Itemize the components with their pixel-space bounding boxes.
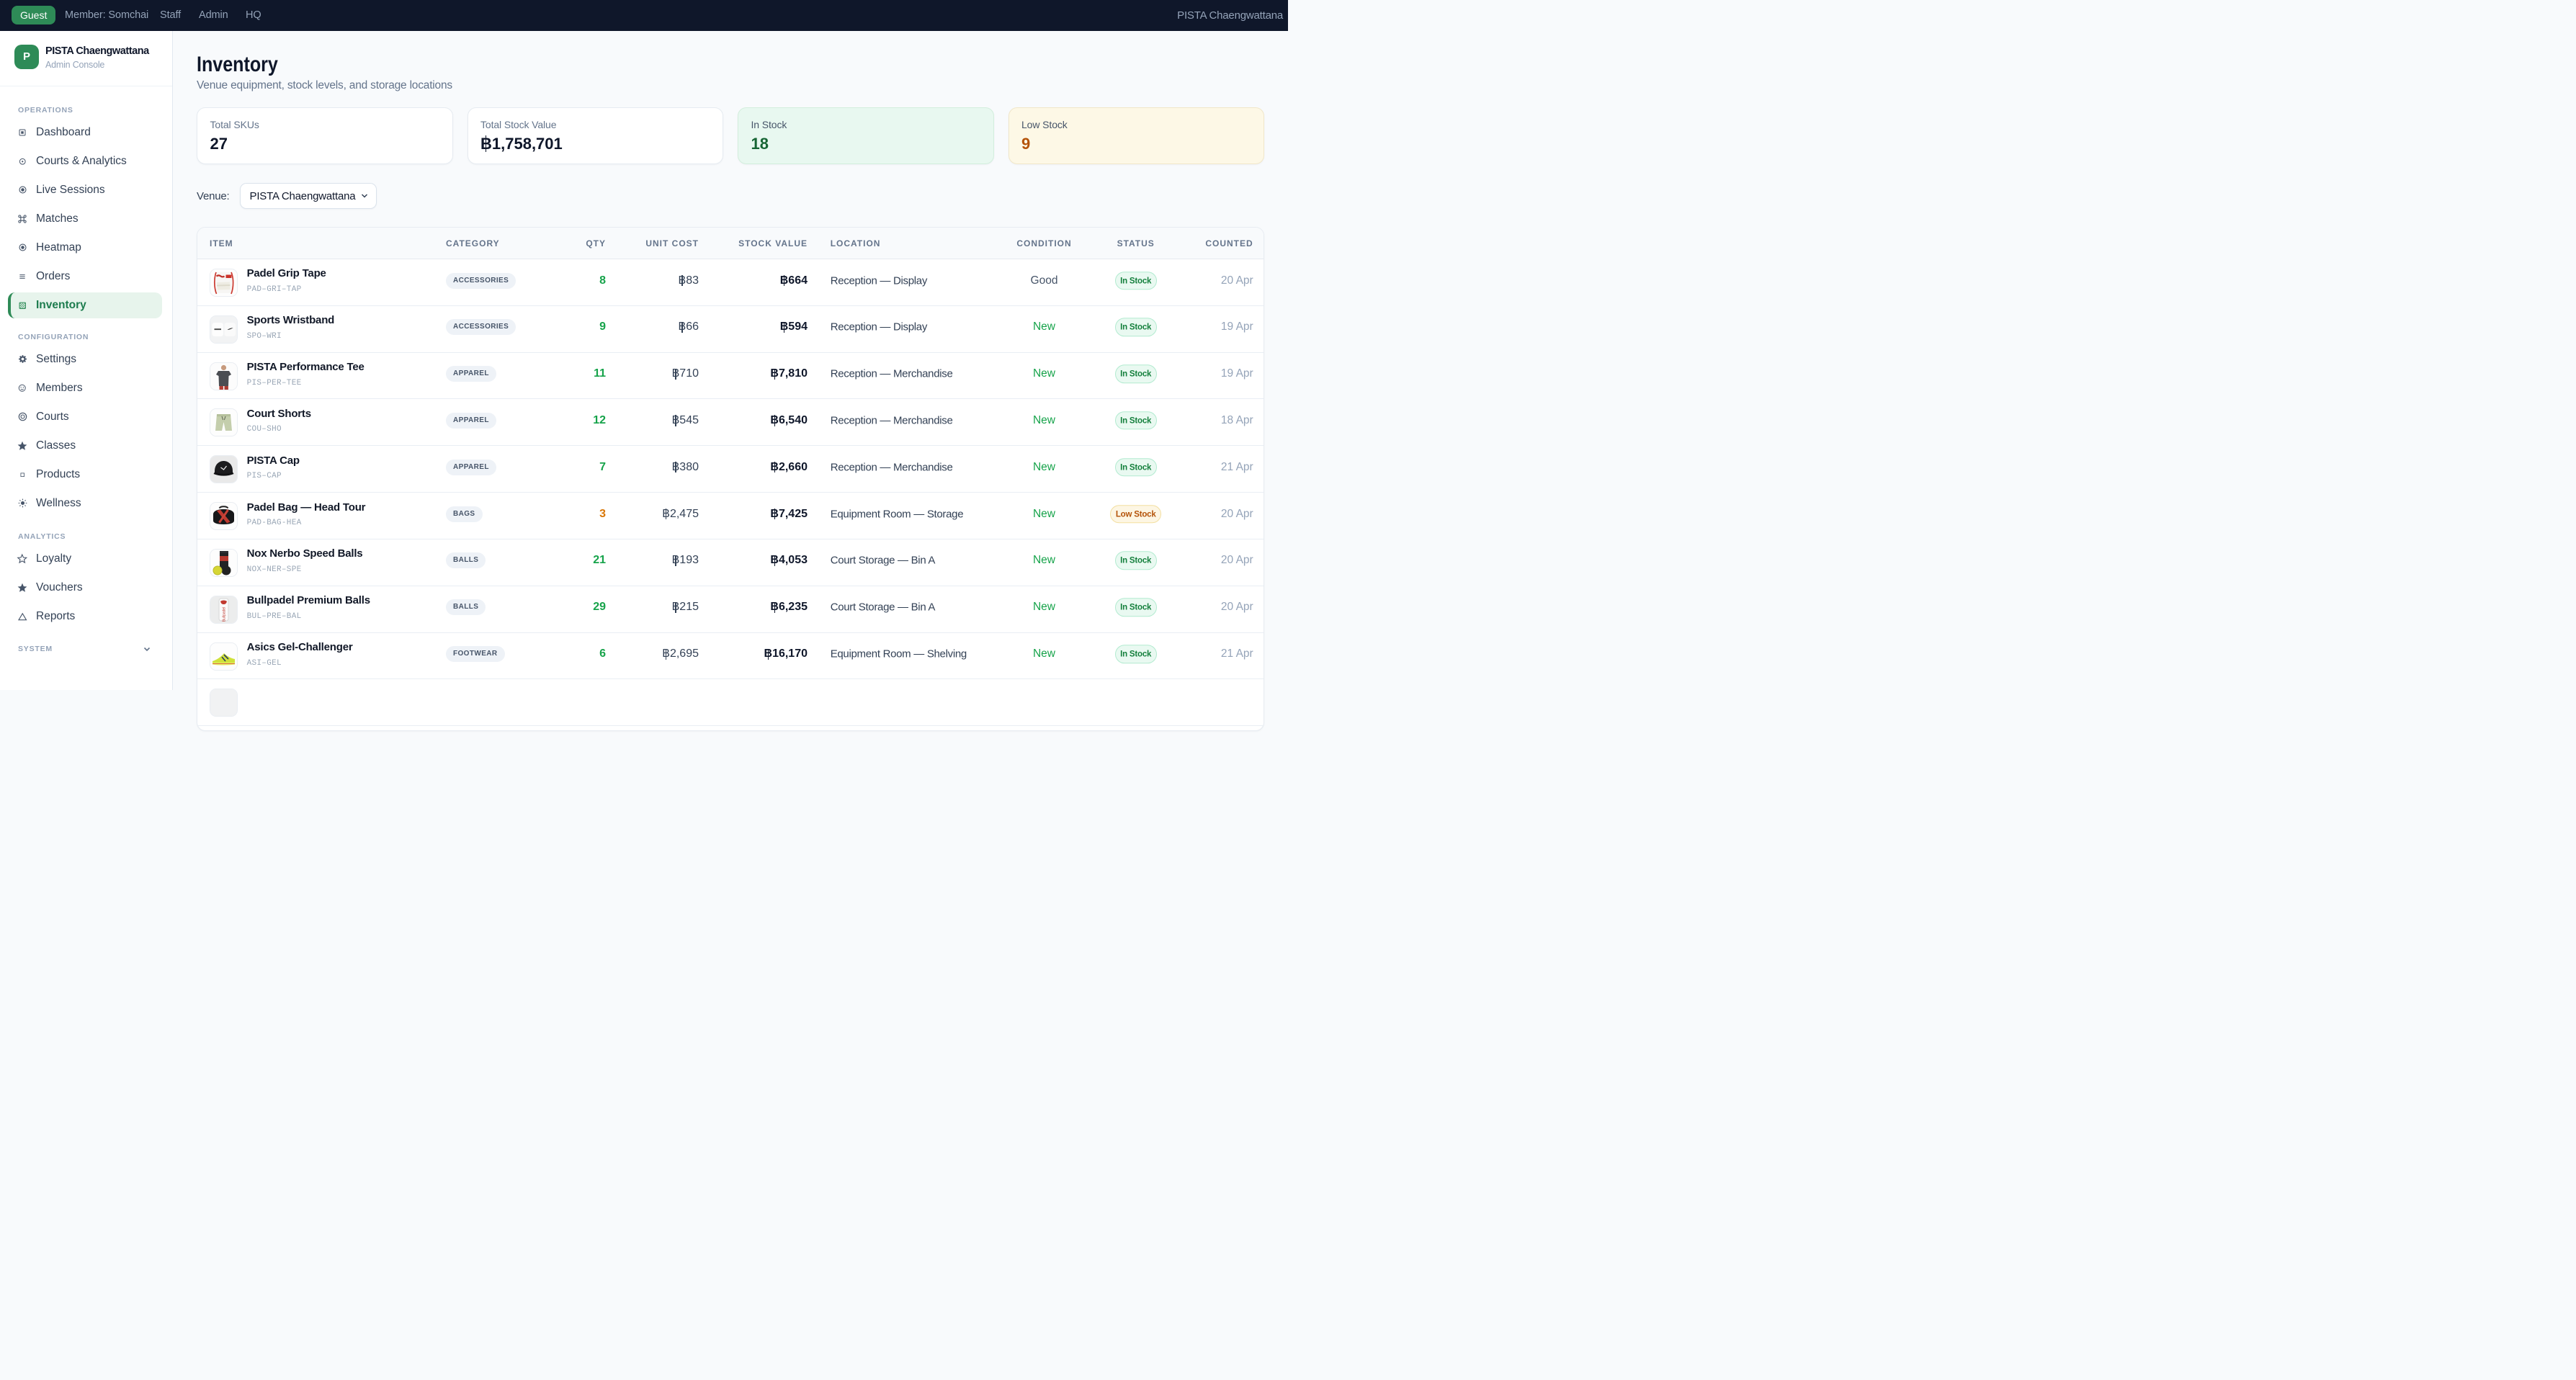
svg-text:Bullpadel: Bullpadel bbox=[223, 606, 227, 622]
